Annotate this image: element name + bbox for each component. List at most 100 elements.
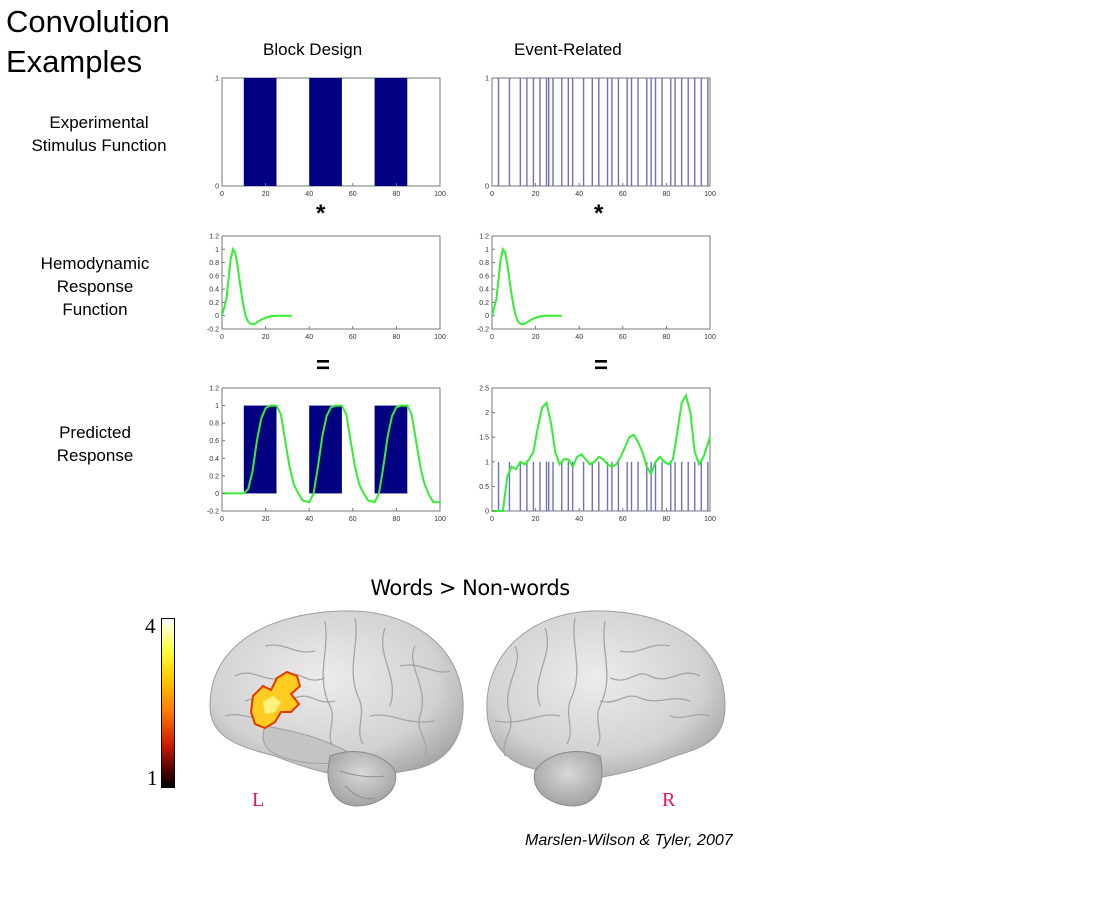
x-tick-label: 40 — [305, 334, 313, 341]
x-tick-label: 60 — [619, 191, 627, 198]
x-tick-label: 100 — [434, 191, 446, 198]
x-tick-label: 100 — [434, 334, 446, 341]
y-tick-label: 0.2 — [209, 473, 219, 480]
x-tick-label: 20 — [532, 191, 540, 198]
response-curve — [492, 392, 711, 512]
y-tick-label: 0 — [485, 184, 489, 191]
y-tick-label: 2 — [485, 410, 489, 417]
colorbar-min-label: 1 — [147, 766, 158, 790]
y-tick-label: 0.4 — [479, 287, 489, 294]
x-tick-label: 0 — [490, 516, 494, 523]
x-tick-label: 100 — [704, 334, 716, 341]
row-label-stimulus: Experimental Stimulus Function — [31, 113, 167, 155]
row-label-hrf: Hemodynamic Response Function — [40, 254, 150, 319]
x-tick-label: 0 — [220, 334, 224, 341]
x-tick-label: 0 — [490, 191, 494, 198]
y-tick-label: 1 — [215, 247, 219, 254]
x-tick-label: 80 — [393, 191, 401, 198]
x-tick-label: 0 — [220, 191, 224, 198]
x-tick-label: 40 — [575, 191, 583, 198]
x-tick-label: 20 — [262, 334, 270, 341]
y-tick-label: 0.5 — [479, 484, 489, 491]
y-tick-label: 1 — [485, 459, 489, 466]
equals-operator-event: = — [594, 352, 609, 379]
y-tick-label: 1.2 — [479, 234, 489, 241]
convolve-operator-block: * — [316, 200, 326, 227]
x-tick-label: 20 — [262, 191, 270, 198]
stimulus-block — [309, 78, 342, 186]
left-hemisphere — [209, 610, 464, 807]
contrast-title: Words > Non-words — [370, 576, 570, 600]
x-tick-label: 60 — [349, 191, 357, 198]
column-header-event: Event-Related — [514, 40, 622, 59]
response-curve — [491, 246, 562, 326]
x-tick-label: 0 — [490, 334, 494, 341]
stimulus-block — [243, 405, 277, 494]
y-tick-label: 0.6 — [209, 273, 219, 280]
y-tick-label: 0.6 — [209, 438, 219, 445]
y-tick-label: -0.2 — [207, 327, 219, 334]
x-tick-label: 40 — [575, 334, 583, 341]
x-tick-label: 100 — [704, 516, 716, 523]
block-predicted-plot: 0 20 40 60 80 100-0.200.20.40.60.811.2 — [207, 386, 446, 524]
y-tick-label: 0.2 — [479, 300, 489, 307]
colorbar — [161, 618, 175, 788]
row-label-predicted: Predicted Response — [56, 423, 134, 465]
right-hemisphere — [486, 610, 726, 807]
citation: Marslen-Wilson & Tyler, 2007 — [525, 832, 733, 849]
y-tick-label: 0.2 — [209, 300, 219, 307]
plot-frame — [491, 235, 711, 330]
x-tick-label: 60 — [349, 334, 357, 341]
x-tick-label: 0 — [220, 516, 224, 523]
x-tick-label: 100 — [704, 191, 716, 198]
stimulus-block — [374, 78, 408, 186]
x-tick-label: 40 — [305, 516, 313, 523]
y-tick-label: 1 — [215, 403, 219, 410]
x-tick-label: 80 — [663, 334, 671, 341]
column-header-block: Block Design — [263, 40, 363, 59]
slide-title: Convolution Examples — [6, 4, 170, 79]
x-tick-label: 80 — [663, 516, 671, 523]
y-tick-label: 0 — [215, 491, 219, 498]
x-tick-label: 80 — [393, 516, 401, 523]
plot-frame — [221, 235, 441, 330]
response-curve — [222, 404, 440, 504]
x-tick-label: 80 — [393, 334, 401, 341]
stimulus-block — [243, 78, 277, 186]
y-tick-label: 0 — [215, 184, 219, 191]
y-tick-label: -0.2 — [207, 509, 219, 516]
y-tick-label: 0.4 — [209, 456, 219, 463]
block-hrf-plot: 0 20 40 60 80 100-0.200.20.40.60.811.2 — [207, 234, 446, 342]
event-predicted-plot: 0 20 40 60 80 100 0 0.5 1 1.5 2 2.5 — [479, 386, 716, 524]
convolve-operator-event: * — [594, 200, 604, 227]
x-tick-label: 40 — [305, 191, 313, 198]
y-tick-label: 1.5 — [479, 435, 489, 442]
left-hemisphere-label: L — [252, 789, 265, 811]
event-hrf-plot: 0 20 40 60 80 100-0.200.20.40.60.811.2 — [477, 234, 716, 342]
y-tick-label: 0 — [215, 313, 219, 320]
y-tick-label: 0.8 — [479, 260, 489, 267]
x-tick-label: 60 — [619, 334, 627, 341]
x-tick-label: 60 — [619, 516, 627, 523]
x-tick-label: 80 — [663, 191, 671, 198]
brain-renderings — [209, 610, 726, 807]
x-tick-label: 20 — [532, 516, 540, 523]
y-tick-label: 1.2 — [209, 234, 219, 241]
y-tick-label: 1.2 — [209, 386, 219, 393]
y-tick-label: 0 — [485, 313, 489, 320]
plot-frame — [491, 387, 711, 512]
y-tick-label: 0.8 — [209, 260, 219, 267]
x-tick-label: 40 — [575, 516, 583, 523]
y-tick-label: 0.8 — [209, 421, 219, 428]
y-tick-label: 1 — [485, 247, 489, 254]
response-curve — [221, 246, 292, 326]
x-tick-label: 100 — [434, 516, 446, 523]
right-hemisphere-label: R — [662, 789, 676, 811]
x-tick-label: 20 — [262, 516, 270, 523]
y-tick-label: 1 — [215, 76, 219, 83]
y-tick-label: 2.5 — [479, 386, 489, 393]
block-stimulus-plot: 0 20 40 60 80 100 0 1 — [215, 76, 446, 199]
y-tick-label: 1 — [485, 76, 489, 83]
y-tick-label: -0.2 — [477, 327, 489, 334]
colorbar-max-label: 4 — [145, 614, 156, 638]
